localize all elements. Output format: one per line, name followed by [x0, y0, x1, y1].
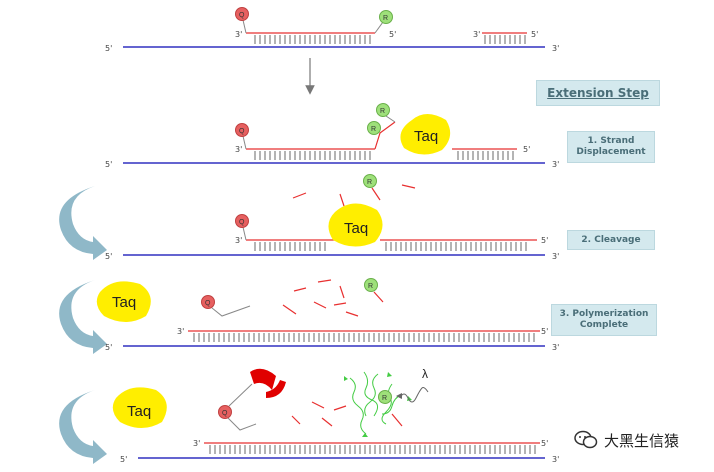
taq-label: Taq	[344, 220, 368, 237]
light-wave-icon	[399, 387, 429, 403]
reporter-label: R	[382, 395, 387, 402]
wechat-icon	[574, 430, 598, 450]
three-prime-label: 3'	[235, 30, 242, 39]
row-1: 5' 3' 3' 5' Q R 3' 5'	[105, 7, 559, 53]
cycle-arrow-icon	[59, 390, 107, 464]
probe-fragments	[292, 184, 416, 207]
reporter-label: R	[368, 283, 373, 290]
taq-polymerase-icon	[96, 281, 151, 322]
five-prime-label: 5'	[389, 30, 396, 39]
row-3: 5' 3' 3' Q Taq 5' R	[59, 174, 559, 261]
five-prime-label: 5'	[541, 439, 548, 448]
reporter-label: R	[383, 15, 388, 22]
five-prime-label: 5'	[531, 30, 538, 39]
cycle-arrow-icon	[59, 280, 107, 354]
fluorescence-wave-icon	[349, 371, 403, 435]
five-prime-label: 5'	[105, 160, 112, 169]
five-prime-label: 5'	[523, 145, 530, 154]
row-2: 5' 3' 3' Q R R Taq 5'	[105, 103, 559, 169]
taq-polymerase-icon	[328, 203, 383, 247]
taq-polymerase-icon	[400, 114, 451, 155]
three-prime-label: 3'	[473, 30, 480, 39]
taq-polymerase-icon	[112, 387, 167, 428]
taq-label: Taq	[414, 128, 438, 145]
three-prime-label: 3'	[552, 343, 559, 352]
reporter-icon	[378, 390, 392, 404]
row-5: Taq 5' 3' 3' 5' Q R λ	[59, 367, 559, 464]
step-1-label: 1. Strand Displacement	[567, 131, 655, 163]
reporter-label: R	[380, 108, 385, 115]
three-prime-label: 3'	[552, 252, 559, 261]
quencher-icon	[218, 405, 232, 419]
watermark-text: 大黑生信猿	[604, 431, 680, 450]
quencher-icon	[235, 214, 249, 228]
step-2-label: 2. Cleavage	[567, 230, 655, 250]
step-3-label: 3. Polymerization Complete	[551, 304, 657, 336]
three-prime-label: 3'	[552, 455, 559, 464]
three-prime-label: 3'	[552, 160, 559, 169]
reporter-icon	[379, 10, 393, 24]
lambda-label: λ	[422, 367, 428, 381]
taq-label: Taq	[112, 294, 136, 311]
row-4: Taq 5' 3' 3' 5' Q R	[59, 278, 559, 354]
five-prime-label: 5'	[120, 455, 127, 464]
three-prime-label: 3'	[193, 439, 200, 448]
quencher-label: Q	[239, 128, 245, 135]
reporter-label: R	[367, 179, 372, 186]
three-prime-label: 3'	[235, 236, 242, 245]
taq-label: Taq	[127, 403, 151, 420]
quencher-icon	[235, 7, 249, 21]
reporter-icon	[367, 121, 381, 135]
quencher-icon	[201, 295, 215, 309]
cycle-arrow-icon	[59, 186, 107, 260]
probe-ticks	[254, 35, 371, 44]
reporter-icon	[363, 174, 377, 188]
reporter-icon	[364, 278, 378, 292]
five-prime-label: 5'	[105, 44, 112, 53]
three-prime-label: 3'	[177, 327, 184, 336]
three-prime-label: 3'	[552, 44, 559, 53]
reporter-icon	[376, 103, 390, 117]
five-prime-label: 5'	[105, 343, 112, 352]
five-prime-label: 5'	[105, 252, 112, 261]
quencher-label: Q	[222, 410, 228, 417]
five-prime-label: 5'	[541, 236, 548, 245]
probe-fragments	[291, 401, 403, 427]
three-prime-label: 3'	[235, 145, 242, 154]
extension-step-heading: Extension Step	[536, 80, 660, 106]
reporter-label: R	[371, 126, 376, 133]
watermark: 大黑生信猿	[574, 426, 708, 454]
quencher-label: Q	[205, 300, 211, 307]
quencher-icon	[235, 123, 249, 137]
probe-fragments	[282, 279, 384, 317]
quencher-label: Q	[239, 12, 245, 19]
five-prime-label: 5'	[541, 327, 548, 336]
quencher-label: Q	[239, 219, 245, 226]
quencher-binding-icon	[250, 368, 286, 398]
